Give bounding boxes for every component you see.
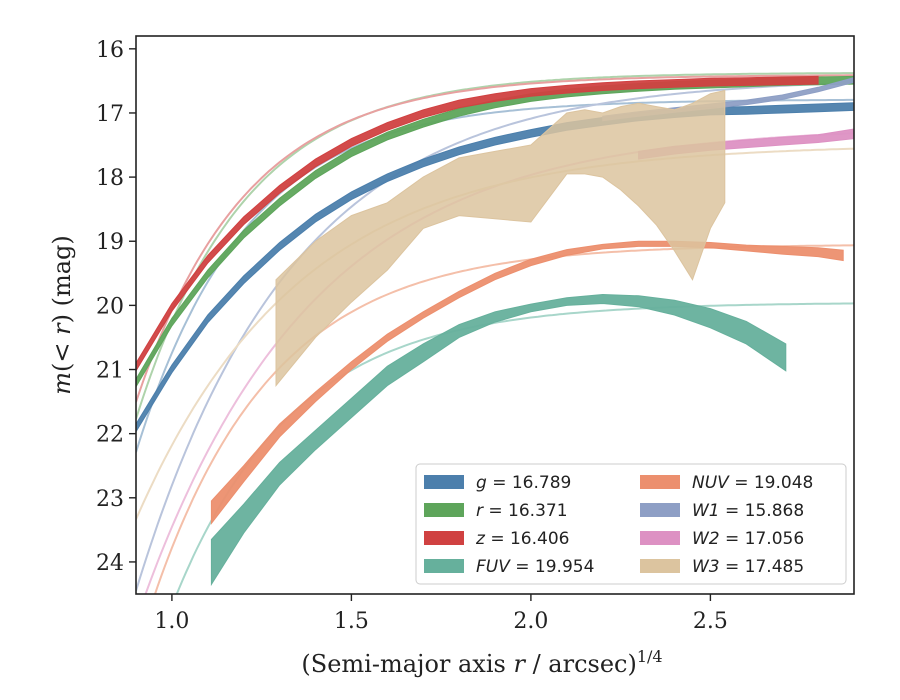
y-tick-label-3: 19 [96,230,124,255]
x-tick-label-1: 1.5 [334,609,369,634]
series-band-2 [136,75,819,372]
legend-box [415,463,847,585]
series-band-7 [275,89,726,387]
model-curve-1 [136,72,854,420]
series-band-4 [210,240,844,525]
model-curve-2 [136,74,854,403]
legend-label-3: FUV = 19.954 [476,557,594,577]
legend-swatch-0 [424,475,464,489]
legend-swatch-1 [424,503,464,517]
y-axis-ticks: 16 17 18 19 20 21 22 23 24 [96,38,136,576]
legend-swatch-3 [424,559,464,573]
y-tick-label-1: 17 [96,102,124,127]
y-tick-label-4: 20 [96,294,124,319]
x-axis-ticks: 1.0 1.5 2.0 2.5 [154,594,728,634]
legend-swatch-5 [640,503,680,517]
legend-label-1: r = 16.371 [476,501,568,521]
model-curve-5 [136,81,854,592]
y-tick-label-5: 21 [96,359,124,384]
legend-swatch-7 [640,559,680,573]
model-curve-0 [136,98,854,453]
legend-swatch-6 [640,531,680,545]
plot-frame [135,35,855,595]
legend-swatch-2 [424,531,464,545]
x-axis-label: (Semi-major axis r / arcsec)1/4 [301,647,662,678]
model-curve-4 [153,244,854,594]
x-tick-label-0: 1.0 [154,609,189,634]
legend-label-4: NUV = 19.048 [692,473,813,493]
y-tick-label-2: 18 [96,166,124,191]
plot-area [136,72,854,594]
y-tick-label-0: 16 [96,38,124,63]
legend: g = 16.789 r = 16.371 z = 16.406 FUV = 19.9… [415,463,847,585]
series-band-1 [136,75,854,388]
y-tick-label-8: 24 [96,551,124,576]
data-bands [136,75,854,587]
legend-label-0: g = 16.789 [476,473,571,493]
y-tick-label-7: 23 [96,487,124,512]
series-band-3 [210,293,787,587]
legend-swatch-4 [640,475,680,489]
legend-label-7: W3 = 17.485 [692,557,804,577]
y-tick-label-6: 22 [96,423,124,448]
legend-label-6: W2 = 17.056 [692,529,804,549]
x-tick-label-2: 2.0 [513,609,548,634]
x-tick-label-3: 2.5 [693,609,728,634]
y-axis-label: m(< r) (mag) [48,235,76,395]
legend-label-5: W1 = 15.868 [692,501,804,521]
legend-label-2: z = 16.406 [475,529,569,549]
series-band-0 [136,102,854,433]
